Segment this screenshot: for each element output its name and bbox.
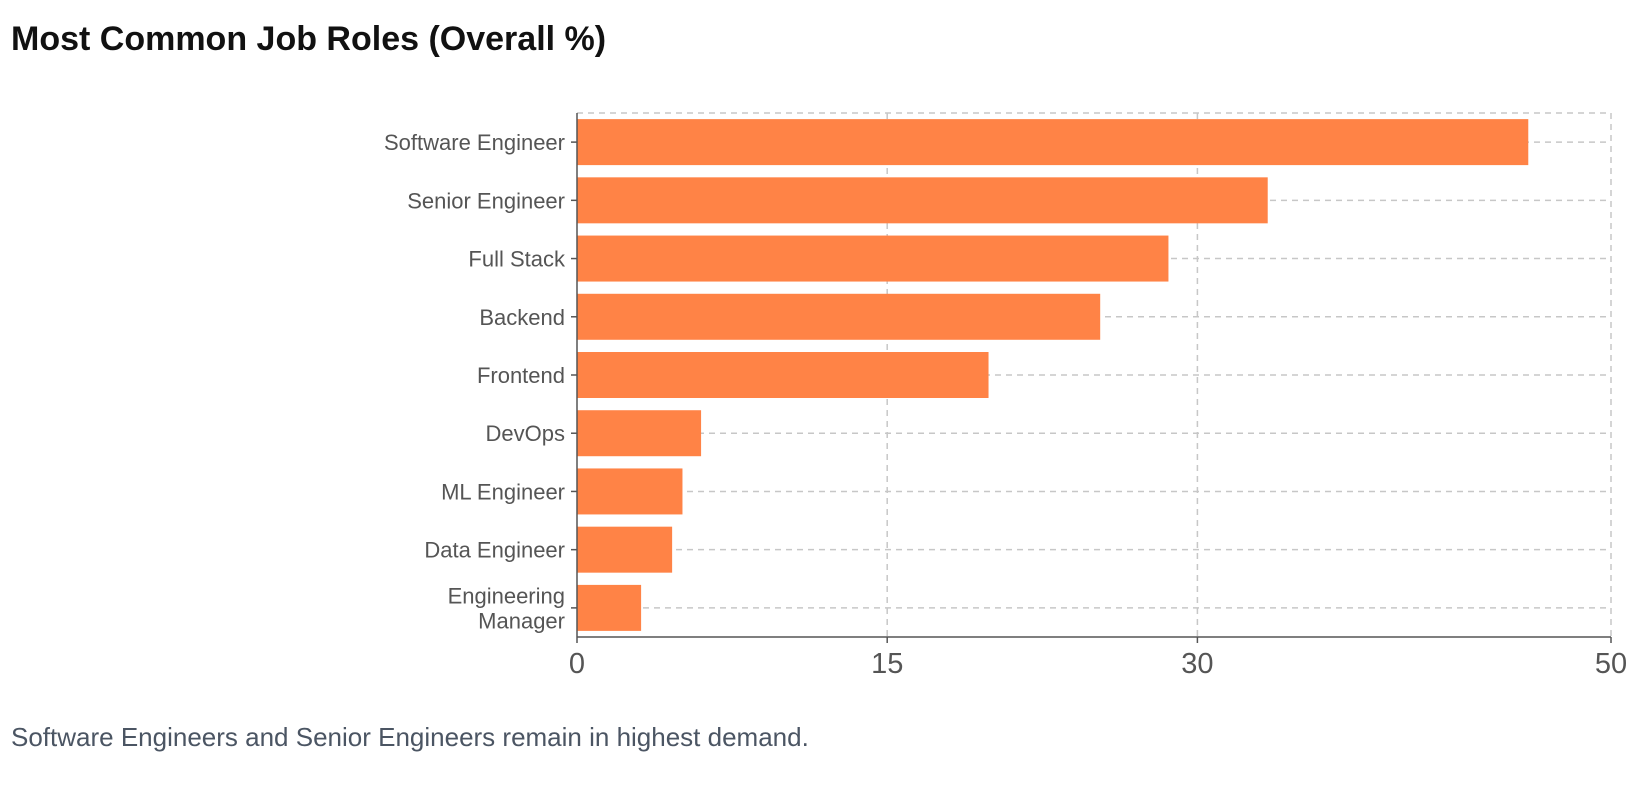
bar: [577, 468, 683, 515]
axes: [571, 113, 1612, 643]
bar: [577, 119, 1529, 166]
x-tick-labels: 0 15 30 50: [569, 648, 1627, 680]
x-tick-label: 0: [569, 648, 585, 680]
category-label: Software Engineer: [384, 130, 565, 155]
category-labels: Software Engineer Senior Engineer Full Sta…: [384, 130, 566, 633]
category-label-line: ML Engineer: [441, 479, 565, 504]
category-label-line: Software Engineer: [384, 130, 565, 155]
category-label: Senior Engineer: [407, 188, 565, 213]
category-label-line: DevOps: [486, 421, 565, 446]
category-label-line: Engineering: [448, 583, 565, 608]
bar: [577, 410, 702, 457]
category-label: Engineering Manager: [448, 583, 565, 633]
category-label: Backend: [479, 304, 565, 329]
category-label-line: Senior Engineer: [407, 188, 565, 213]
category-label: Full Stack: [468, 246, 566, 271]
bar: [577, 526, 673, 573]
category-label: Frontend: [477, 363, 565, 388]
category-label-line: Manager: [478, 608, 565, 633]
bar: [577, 293, 1101, 340]
category-label-line: Backend: [479, 304, 565, 329]
x-tick-label: 15: [871, 648, 903, 680]
category-label: Data Engineer: [424, 537, 565, 562]
bar: [577, 584, 642, 631]
bar: [577, 352, 989, 398]
category-label-line: Data Engineer: [424, 537, 565, 562]
chart-title: Most Common Job Roles (Overall %): [11, 20, 607, 58]
bars: [577, 119, 1529, 631]
x-tick-label: 50: [1595, 648, 1627, 680]
bar: [577, 177, 1268, 224]
category-label-line: Frontend: [477, 363, 565, 388]
chart-caption: Software Engineers and Senior Engineers …: [11, 722, 809, 752]
bar: [577, 235, 1169, 282]
category-label: ML Engineer: [441, 479, 565, 504]
x-tick-label: 30: [1181, 648, 1213, 680]
category-label: DevOps: [486, 421, 565, 446]
category-label-line: Full Stack: [468, 246, 566, 271]
